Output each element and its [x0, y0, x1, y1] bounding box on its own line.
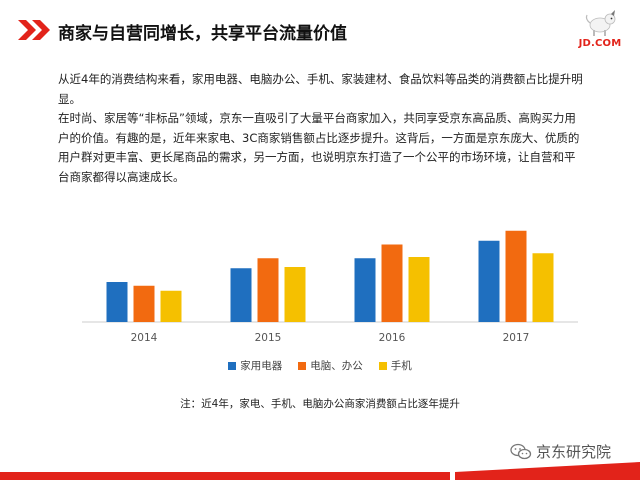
slide-header: 商家与自营同增长，共享平台流量价值 JD.COM: [0, 0, 640, 62]
bar: [381, 244, 403, 322]
jd-logo: JD.COM: [572, 8, 628, 54]
bar: [160, 290, 182, 322]
logo-text: JD.COM: [578, 38, 622, 49]
chart-legend: 家用电器 电脑、办公 手机: [0, 358, 640, 373]
paragraph: 在时尚、家居等“非标品”领域，京东一直吸引了大量平台商家加入，共同享受京东高品质…: [58, 111, 580, 184]
watermark: 京东研究院: [510, 441, 611, 462]
footer-bar: [0, 462, 640, 480]
bar: [354, 258, 376, 322]
x-tick-label: 2016: [379, 332, 406, 344]
bar: [133, 285, 155, 322]
bar: [505, 230, 527, 322]
bar: [106, 282, 128, 322]
bar-chart: 2014 2015 2016 2017: [82, 230, 578, 344]
double-chevron-icon: [18, 20, 50, 40]
chart-note: 注：近4年，家电、手机、电脑办公商家消费额占比逐年提升: [180, 398, 460, 410]
legend-item: 家用电器: [228, 358, 282, 373]
bar: [284, 267, 306, 322]
bar: [478, 240, 500, 322]
legend-item: 电脑、办公: [298, 358, 363, 373]
paragraph: 从近4年的消费结构来看，家用电器、电脑办公、手机、家装建材、食品饮料等品类的消费…: [58, 72, 583, 106]
x-tick-label: 2015: [255, 332, 282, 344]
bar: [532, 253, 554, 322]
jd-dog-mascot-icon: [585, 10, 616, 36]
legend-swatch: [378, 361, 387, 370]
legend-label: 电脑、办公: [310, 360, 363, 372]
legend-swatch: [228, 361, 237, 370]
legend-label: 家用电器: [240, 360, 283, 372]
legend-label: 手机: [390, 360, 412, 372]
body-text: 从近4年的消费结构来看，家用电器、电脑办公、手机、家装建材、食品饮料等品类的消费…: [58, 70, 586, 187]
legend-item: 手机: [378, 358, 412, 373]
bar: [230, 268, 252, 322]
x-tick-label: 2014: [131, 332, 158, 344]
wechat-icon: [510, 443, 532, 459]
x-tick-label: 2017: [503, 332, 530, 344]
page-title: 商家与自营同增长，共享平台流量价值: [58, 24, 347, 44]
watermark-text: 京东研究院: [536, 443, 612, 461]
legend-swatch: [298, 361, 307, 370]
bar: [257, 258, 279, 322]
bar: [408, 257, 430, 322]
